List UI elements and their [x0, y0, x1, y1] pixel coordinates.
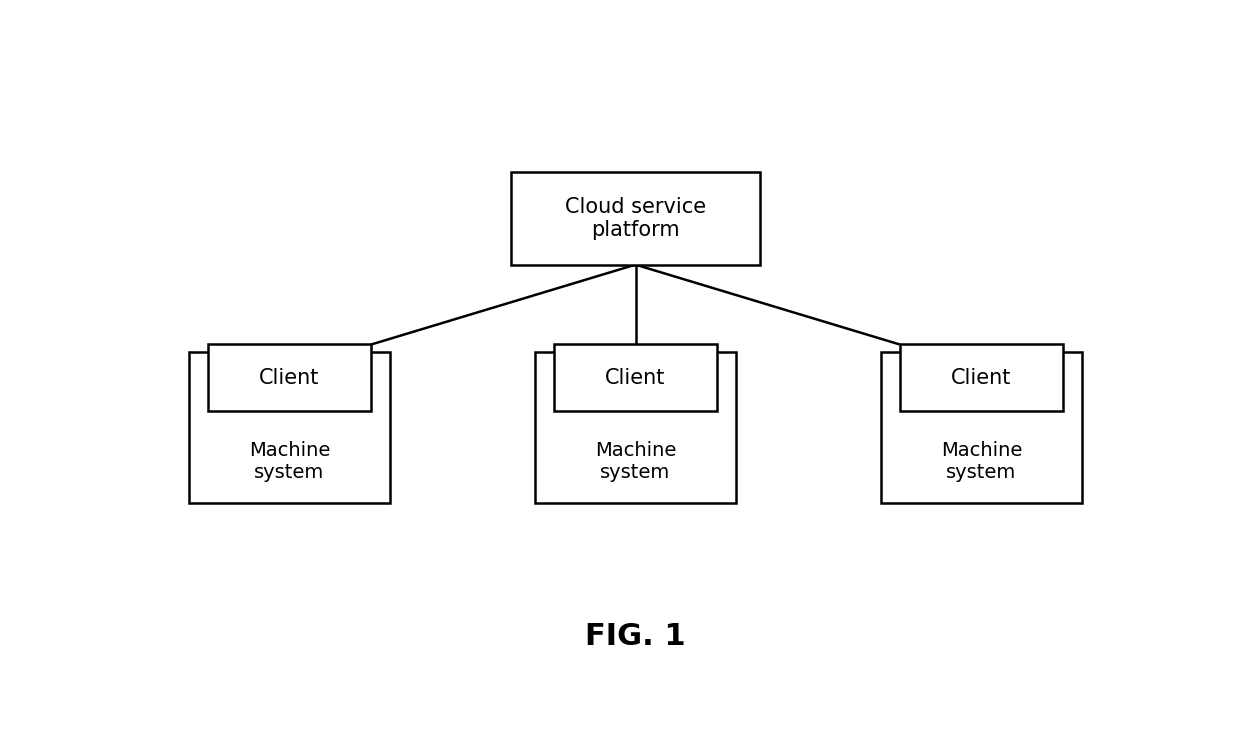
- Text: Machine
system: Machine system: [595, 441, 676, 483]
- FancyBboxPatch shape: [208, 345, 371, 411]
- FancyBboxPatch shape: [534, 351, 737, 503]
- FancyBboxPatch shape: [554, 345, 717, 411]
- FancyBboxPatch shape: [900, 345, 1063, 411]
- FancyBboxPatch shape: [880, 351, 1083, 503]
- Text: Machine
system: Machine system: [941, 441, 1022, 483]
- Text: Client: Client: [951, 368, 1012, 388]
- Text: FIG. 1: FIG. 1: [585, 622, 686, 651]
- Text: Client: Client: [259, 368, 320, 388]
- Text: Cloud service
platform: Cloud service platform: [565, 197, 706, 240]
- FancyBboxPatch shape: [511, 172, 760, 265]
- FancyBboxPatch shape: [188, 351, 391, 503]
- Text: Client: Client: [605, 368, 666, 388]
- Text: Machine
system: Machine system: [249, 441, 330, 483]
